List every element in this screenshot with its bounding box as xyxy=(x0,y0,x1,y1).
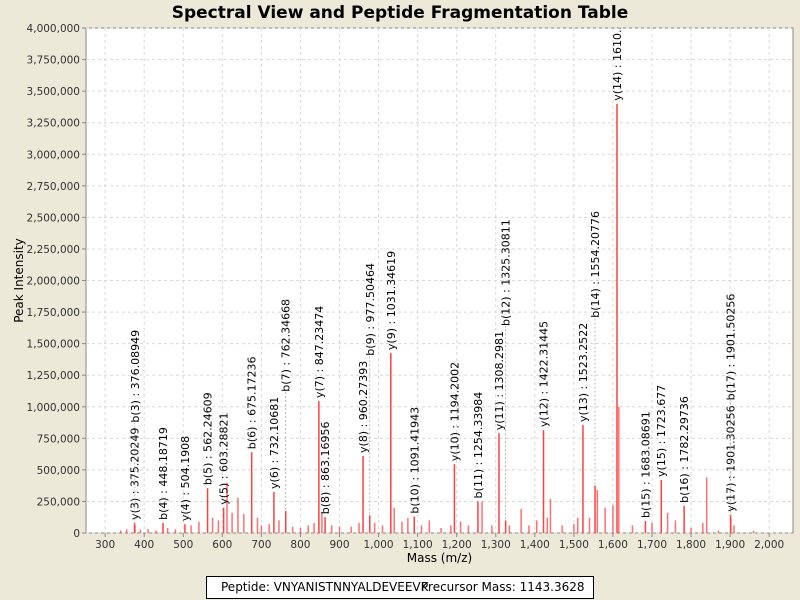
x-tick-label: 1,300 xyxy=(481,539,511,551)
peak-annotation: y(15) : 1723.677 xyxy=(655,385,668,477)
peak-annotation: b(3) : 376.08949 xyxy=(129,330,142,423)
peak-annotation: y(13) : 1523.2522 xyxy=(577,323,590,422)
x-tick-label: 1,200 xyxy=(442,539,472,551)
y-tick-label: 2,750,000 xyxy=(27,181,80,193)
y-tick-label: 3,000,000 xyxy=(27,149,80,161)
peak-annotation: y(17) : 1901.30256 xyxy=(725,405,738,511)
peak-annotation: b(10) : 1091.41943 xyxy=(408,407,421,514)
peak-annotation: y(14) : 1610.385 xyxy=(611,8,624,100)
y-tick-label: 500,000 xyxy=(37,465,80,477)
x-tick-label: 1,500 xyxy=(559,539,589,551)
peak-annotation: y(12) : 1422.31445 xyxy=(538,321,551,427)
y-tick-label: 2,500,000 xyxy=(27,212,80,224)
precursor-mass: Precursor Mass: 1143.3628 xyxy=(421,580,585,594)
peak-annotation: b(11) : 1254.33984 xyxy=(472,392,485,499)
y-tick-label: 2,250,000 xyxy=(27,244,80,256)
peptide-info-box: Peptide: VNYANISTNNYALDEVEEVK Precursor … xyxy=(206,576,594,599)
y-axis-label: Peak Intensity xyxy=(12,238,26,323)
peptide-sequence: Peptide: VNYANISTNNYALDEVEEVK xyxy=(221,580,429,594)
peak-annotation: y(3) : 375.20249 xyxy=(129,428,142,520)
x-tick-label: 700 xyxy=(251,539,271,551)
x-tick-label: 1,800 xyxy=(676,539,706,551)
x-tick-label: 900 xyxy=(329,539,349,551)
peak-annotation: b(4) : 448.18719 xyxy=(157,427,170,520)
y-tick-label: 1,750,000 xyxy=(27,307,80,319)
peak-annotation: y(4) : 504.1908 xyxy=(179,436,192,521)
x-tick-label: 1,100 xyxy=(403,539,433,551)
x-axis-label: Mass (m/z) xyxy=(407,551,472,565)
x-tick-label: 600 xyxy=(212,539,232,551)
peak-annotation: y(5) : 603.28821 xyxy=(218,412,231,504)
peak-annotation: b(15) : 1683.08691 xyxy=(639,411,652,518)
spectrum-chart: 0 250,000 500,000 750,000 1,000,000 1,250,000… xyxy=(12,8,794,565)
y-tick-label: 4,000,000 xyxy=(27,23,80,35)
x-tick-label: 1,000 xyxy=(364,539,394,551)
peak-annotation: y(6) : 732.10681 xyxy=(268,397,281,489)
y-tick-label: 0 xyxy=(73,528,80,540)
peak-annotation: y(11) : 1308.2981 xyxy=(493,331,506,430)
x-tick-label: 2,000 xyxy=(754,539,784,551)
x-tick-label: 500 xyxy=(173,539,193,551)
y-tick-label: 3,500,000 xyxy=(27,86,80,98)
y-tick-label: 2,000,000 xyxy=(27,276,80,288)
peak-annotation: b(6) : 675.17236 xyxy=(246,356,259,449)
y-tick-label: 1,500,000 xyxy=(27,339,80,351)
peak-annotation: b(16) : 1782.29736 xyxy=(678,396,691,503)
peak-annotation: b(9) : 977.50464 xyxy=(364,263,377,356)
x-tick-label: 1,900 xyxy=(715,539,745,551)
chart-title: Spectral View and Peptide Fragmentation … xyxy=(171,3,629,23)
y-tick-label: 3,750,000 xyxy=(27,55,80,67)
peak-annotation: y(9) : 1031.34619 xyxy=(385,251,398,350)
x-tick-label: 1,700 xyxy=(637,539,667,551)
peak-annotation: b(5) : 562.24609 xyxy=(202,392,215,485)
y-tick-label: 3,250,000 xyxy=(27,118,80,130)
peak-annotation: y(8) : 960.27393 xyxy=(357,361,370,453)
peak-annotation: b(17) : 1901.50256 xyxy=(725,294,738,401)
peak-annotation: b(8) : 863.16956 xyxy=(319,421,332,514)
peak-annotation: b(12) : 1325.30811 xyxy=(500,219,513,326)
y-tick-label: 1,250,000 xyxy=(27,370,80,382)
peak-annotation: y(10) : 1194.2002 xyxy=(448,362,461,461)
y-tick-label: 1,000,000 xyxy=(27,402,80,414)
y-tick-label: 250,000 xyxy=(37,496,80,508)
peak-annotation: b(7) : 762.34668 xyxy=(280,299,293,392)
y-tick-label: 750,000 xyxy=(37,433,80,445)
x-tick-label: 400 xyxy=(134,539,154,551)
x-tick-label: 1,600 xyxy=(598,539,628,551)
x-tick-label: 1,400 xyxy=(520,539,550,551)
x-tick-label: 300 xyxy=(95,539,115,551)
x-tick-label: 800 xyxy=(290,539,310,551)
peak-annotation: y(7) : 847.23474 xyxy=(313,306,326,398)
peaks: y(3) : 375.20249 b(3) : 376.08949 b(4) : 4… xyxy=(120,8,755,533)
peak-annotation: b(14) : 1554.20776 xyxy=(589,211,602,318)
